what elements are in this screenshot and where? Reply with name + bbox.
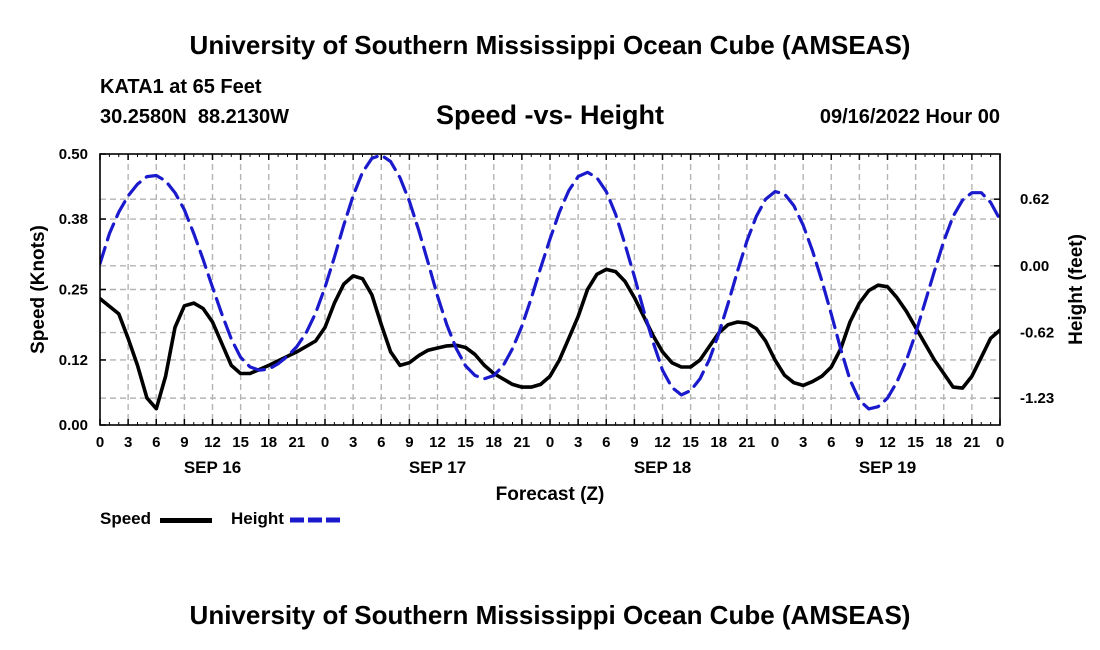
x-tick-label: 21 bbox=[289, 434, 306, 451]
height-series-line bbox=[100, 153, 1000, 411]
x-tick-label: 0 bbox=[96, 434, 104, 451]
date-label: SEP 17 bbox=[409, 458, 466, 477]
x-tick-label: 12 bbox=[204, 434, 221, 451]
legend-height-label: Height bbox=[231, 509, 284, 528]
x-tick-label: 18 bbox=[260, 434, 277, 451]
y2-tick-label: -1.23 bbox=[1020, 390, 1054, 407]
x-tick-label: 18 bbox=[485, 434, 502, 451]
chart-title: Speed -vs- Height bbox=[435, 100, 665, 130]
x-tick-label: 12 bbox=[879, 434, 896, 451]
x-tick-label: 12 bbox=[429, 434, 446, 451]
x-tick-label: 15 bbox=[232, 434, 249, 451]
forecast-datetime: 09/16/2022 Hour 00 bbox=[819, 106, 1000, 128]
footer-title: University of Southern Mississippi Ocean… bbox=[189, 600, 911, 630]
x-tick-label: 21 bbox=[514, 434, 531, 451]
x-tick-label: 15 bbox=[682, 434, 699, 451]
x-tick-label: 0 bbox=[321, 434, 329, 451]
date-label: SEP 16 bbox=[184, 458, 241, 477]
x-tick-label: 6 bbox=[152, 434, 160, 451]
x-tick-label: 3 bbox=[349, 434, 357, 451]
coordinates-label: 30.2580N 88.2130W bbox=[100, 106, 290, 128]
x-axis-label: Forecast (Z) bbox=[496, 484, 605, 505]
y-tick-label: 0.50 bbox=[59, 146, 88, 163]
legend-height-swatch bbox=[290, 517, 344, 523]
x-tick-label: 15 bbox=[457, 434, 474, 451]
y2-tick-label: -0.62 bbox=[1020, 325, 1054, 342]
x-tick-label: 3 bbox=[124, 434, 132, 451]
x-tick-label: 3 bbox=[574, 434, 582, 451]
y-axis-label: Speed (Knots) bbox=[28, 225, 49, 354]
legend-speed-swatch bbox=[160, 518, 212, 523]
x-tick-label: 12 bbox=[654, 434, 671, 451]
y-tick-label: 0.25 bbox=[59, 282, 88, 299]
x-tick-label: 18 bbox=[710, 434, 727, 451]
y2-axis-label: Height (feet) bbox=[1066, 234, 1087, 345]
x-tick-label: 9 bbox=[630, 434, 638, 451]
y-tick-label: 0.38 bbox=[59, 211, 88, 228]
y2-tick-label: 0.00 bbox=[1020, 258, 1049, 275]
legend-speed-label: Speed bbox=[100, 509, 152, 528]
date-label: SEP 18 bbox=[634, 458, 691, 477]
x-tick-label: 21 bbox=[739, 434, 756, 451]
x-tick-label: 0 bbox=[996, 434, 1004, 451]
y2-tick-label: 0.62 bbox=[1020, 191, 1049, 208]
main-title: University of Southern Mississippi Ocean… bbox=[189, 30, 911, 60]
x-tick-label: 9 bbox=[855, 434, 863, 451]
speed-series-line bbox=[100, 267, 1000, 411]
x-tick-label: 3 bbox=[799, 434, 807, 451]
x-tick-label: 6 bbox=[827, 434, 835, 451]
x-tick-label: 0 bbox=[771, 434, 779, 451]
x-tick-label: 9 bbox=[180, 434, 188, 451]
x-tick-label: 6 bbox=[377, 434, 385, 451]
x-tick-label: 18 bbox=[935, 434, 952, 451]
x-tick-label: 0 bbox=[546, 434, 554, 451]
station-label: KATA1 at 65 Feet bbox=[100, 76, 262, 98]
x-tick-label: 9 bbox=[405, 434, 413, 451]
date-label: SEP 19 bbox=[859, 458, 916, 477]
speed-vs-height-chart: 0 3 6 9 12 15 18 21 0 3 6 9 12 15 18 21 0 3 6 9 12 15 18 21 0 3 6 9… bbox=[28, 146, 1087, 505]
y-tick-label: 0.12 bbox=[59, 352, 88, 369]
x-tick-label: 15 bbox=[907, 434, 924, 451]
x-tick-label: 6 bbox=[602, 434, 610, 451]
y-tick-label: 0.00 bbox=[59, 417, 88, 434]
x-tick-label: 21 bbox=[964, 434, 981, 451]
